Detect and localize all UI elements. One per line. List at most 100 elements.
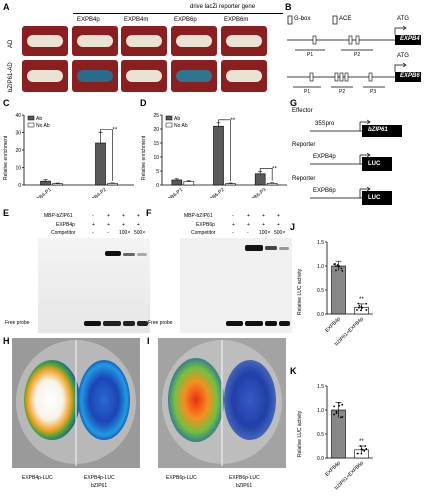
y-tick-label: 1.0 <box>317 408 324 414</box>
luc-box-2 <box>362 191 392 205</box>
luc-signal-repressed <box>78 360 130 440</box>
data-point <box>336 264 339 266</box>
significance-label: ** <box>359 439 364 445</box>
e-row-label-2: EXPB4p <box>56 222 75 228</box>
colony <box>77 70 113 82</box>
element-box <box>355 35 360 45</box>
e-r2-c2: + <box>107 222 110 228</box>
colony <box>226 70 262 82</box>
x-tick-label: EXPB6-P3 <box>245 187 267 198</box>
col-expb6p: EXPB6p <box>174 17 197 23</box>
bar <box>331 265 346 315</box>
x-tick-label: EXPB6-P1 <box>162 187 184 198</box>
data-point <box>365 309 368 311</box>
panel-label-c: C <box>3 98 10 108</box>
data-point <box>356 452 359 455</box>
e-row-label-1: MBP-bZIP61 <box>44 213 73 219</box>
expb4-gene-box <box>395 35 421 45</box>
colony <box>176 70 212 82</box>
panel-label-h: H <box>3 336 10 346</box>
reporter2-label: Reporter <box>292 176 316 182</box>
y-tick-label: 0 <box>18 183 21 189</box>
data-point <box>335 269 337 272</box>
data-point <box>340 267 343 270</box>
chart-c-ylabel: Relative enrichment <box>3 135 9 180</box>
h-right-label-2: bZIP61 <box>91 483 108 489</box>
data-point <box>341 403 344 406</box>
h-left-label: EXPB4p-LUC <box>22 475 53 481</box>
arrow-icon <box>360 119 371 125</box>
h-right-label-1: EXPB4p-LUC <box>84 475 115 481</box>
y-tick-label: 15 <box>153 141 159 147</box>
panel-label-i: I <box>147 336 150 346</box>
col-expb4p: EXPB4p <box>77 17 100 23</box>
free-probe-band <box>279 321 290 326</box>
significance-label: ** <box>113 128 118 134</box>
legend-label: Ab <box>174 116 180 122</box>
y-tick-label: 1.5 <box>317 240 324 246</box>
data-point <box>340 416 342 419</box>
tss-arrow-icon <box>394 64 405 72</box>
f-r2-c3: + <box>262 222 265 228</box>
data-point <box>360 309 362 312</box>
f-r3-c1: - <box>232 230 234 236</box>
reporter1-label: Reporter <box>292 142 316 148</box>
panel-a-header-line <box>73 13 283 14</box>
x-tick-label: EXPB6p <box>324 460 342 478</box>
legend-label: Ab <box>36 116 42 122</box>
plate-bzip-3 <box>121 60 167 92</box>
data-point <box>357 306 360 309</box>
leaf-image-i <box>158 338 286 468</box>
y-tick-label: 10 <box>153 155 159 161</box>
y-tick-label: 5 <box>156 169 159 175</box>
plate-ad-2 <box>72 26 118 56</box>
y-tick-label: 0.0 <box>317 312 324 318</box>
data-point <box>358 304 361 307</box>
chart-d-ylabel: Relative enrichment <box>141 135 147 180</box>
significance-bracket <box>259 167 273 181</box>
bar-ab <box>40 180 51 186</box>
shift-band-mid <box>265 246 277 250</box>
i-right-label-1: EXPB6p-LUC <box>229 475 260 481</box>
significance-bracket <box>100 129 113 181</box>
data-point <box>365 302 368 305</box>
bar-ab <box>171 179 183 186</box>
element-box <box>339 72 344 82</box>
tss-arrow-icon <box>394 27 405 35</box>
data-point <box>364 445 367 447</box>
y-tick-label: 20 <box>153 127 159 133</box>
y-tick-label: 1.5 <box>317 384 324 390</box>
promoter-35s: 35Spro <box>315 121 335 127</box>
panel-label-a: A <box>3 2 10 12</box>
i-left-label: EXPB6p-LUC <box>166 475 197 481</box>
data-point <box>365 447 368 450</box>
significance-label: ** <box>359 297 364 303</box>
element-box <box>344 72 349 82</box>
plate-ad-5 <box>221 26 267 56</box>
chart-j-ylabel: Relative LUC activity <box>297 268 303 315</box>
y-tick-label: 0.5 <box>317 288 324 294</box>
data-point <box>337 265 340 268</box>
bar-no-ab <box>225 183 236 186</box>
leaf-image-h <box>12 338 140 468</box>
panel-label-k: K <box>290 366 297 376</box>
chart-k-ylabel: Relative LUC activity <box>297 410 303 457</box>
col-expb6m: EXPB6m <box>224 17 249 23</box>
legend-label: No Ab <box>36 123 50 129</box>
bar-no-ab <box>183 181 195 186</box>
colony <box>27 35 63 47</box>
p4-label: EXPB4p <box>313 154 336 160</box>
colony <box>77 35 113 47</box>
luc-signal-control <box>168 358 224 442</box>
f-r1-c1: - <box>232 213 234 219</box>
effector-label: Effector <box>292 108 313 114</box>
legend-swatch <box>165 122 173 128</box>
free-probe-band <box>265 321 277 326</box>
bar-no-ab <box>107 183 118 186</box>
gbox-label: G-box <box>294 16 311 22</box>
free-probe-band <box>123 321 135 326</box>
panel-label-e: E <box>3 208 10 218</box>
x-tick-label: EXPB4p <box>324 316 342 334</box>
f-r3-c3: 100× <box>259 230 271 236</box>
construct-diagram <box>310 119 402 205</box>
